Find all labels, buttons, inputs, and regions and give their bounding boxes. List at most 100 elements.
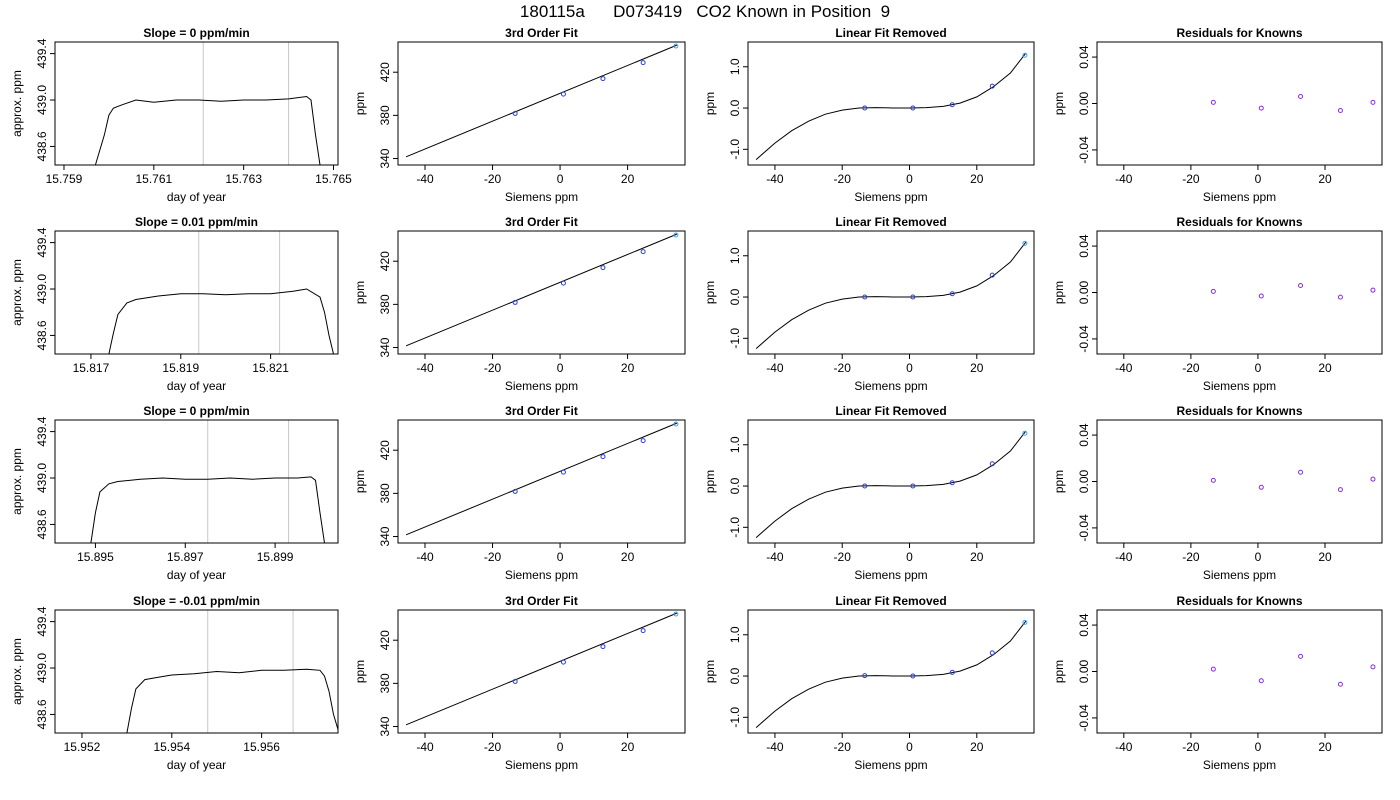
panel-r3c1-ytick-label: 340 — [378, 716, 392, 736]
panel-r2c1-data-point — [673, 421, 679, 427]
panel-r2c2-xlabel: Siemens ppm — [854, 568, 927, 582]
panel-r3c3-frame — [1096, 609, 1383, 734]
panel-r3c1: 3rd Order Fit -40 -20 0 20 340 380 420 Siemens p… — [353, 594, 686, 772]
panel-r3c2: Linear Fit Removed -40 -20 0 20 -1.0 0.0 1.0 Sie… — [703, 594, 1035, 772]
panel-r3c3-ytick-label: 0.04 — [1077, 613, 1091, 637]
figure-supertitle: 180115a D073419 CO2 Known in Position 9 — [520, 2, 890, 21]
panel-r2c3-frame — [1096, 419, 1383, 544]
panel-r3c1-data-point — [512, 678, 518, 684]
panel-r0c2-plot-area — [755, 52, 1028, 160]
panel-r2c1-data-point — [640, 438, 646, 444]
panel-r0c0-plot-area — [94, 42, 321, 165]
panel-r0c2-data-point — [989, 83, 995, 89]
panel-r2c3-ytick-label: 0.00 — [1077, 469, 1091, 493]
panel-r2c0: Slope = 0 ppm/min 15.895 15.897 15.899 438.6… — [10, 404, 339, 582]
panel-r1c2-ylabel: ppm — [703, 281, 717, 304]
panel-r0c3-data-point — [1298, 94, 1304, 100]
panel-r2c1-xtick-label: -20 — [484, 550, 502, 564]
panel-r2c1-xtick-label: 0 — [557, 550, 564, 564]
panel-r3c0-series-line — [126, 668, 338, 733]
panel-r2c1-frame — [397, 419, 686, 544]
panel-r2c2-ytick-label: -1.0 — [728, 517, 742, 538]
panel-r0c2: Linear Fit Removed -40 -20 0 20 -1.0 0.0 1.0 Sie… — [703, 26, 1035, 204]
panel-r0c0-xtick-label: 15.759 — [46, 172, 83, 186]
panel-r3c3-data-point — [1258, 678, 1264, 684]
panel-r2c2-xtick-label: 0 — [906, 550, 913, 564]
panel-r2c1-data-point — [512, 488, 518, 494]
panel-r3c2-xtick-label: -40 — [766, 740, 784, 754]
panel-r1c0-xtick-label: 15.821 — [252, 361, 289, 375]
panel-r1c2-plot-area — [755, 240, 1028, 349]
panel-r3c1-title: 3rd Order Fit — [505, 594, 578, 608]
panel-r1c2-data-point — [910, 294, 916, 300]
panel-r0c0-ytick-label: 439.4 — [35, 38, 49, 68]
panel-r0c1-xtick-label: 0 — [557, 172, 564, 186]
panel-r0c2-fit-curve — [755, 52, 1027, 160]
panel-r1c2-data-point — [862, 294, 868, 300]
panel-r3c2-fit-curve — [755, 620, 1027, 728]
panel-r3c1-data-point — [673, 611, 679, 617]
panel-r0c1-frame — [397, 41, 686, 166]
panel-r0c1-ylabel: ppm — [353, 92, 367, 115]
panel-r3c3-xtick-label: -20 — [1182, 740, 1200, 754]
panel-r0c0-ytick-label: 438.6 — [35, 131, 49, 161]
panel-r0c0-title: Slope = 0 ppm/min — [143, 26, 249, 40]
panel-r1c3-data-point — [1210, 288, 1216, 294]
panel-r0c3-frame — [1096, 41, 1383, 166]
panel-r2c2-xtick-label: -20 — [834, 550, 852, 564]
panel-r2c1-xtick-label: -40 — [416, 550, 434, 564]
panel-r3c1-ylabel: ppm — [353, 660, 367, 683]
panel-r2c3-title: Residuals for Knowns — [1176, 404, 1302, 418]
panel-r3c1-fit-line — [405, 612, 678, 726]
panel-r1c3-plot-area — [1210, 283, 1376, 300]
panel-r3c2-data-point — [1022, 619, 1028, 625]
panel-r3c3-data-point — [1370, 664, 1376, 670]
panel-r3c3-ylabel: ppm — [1052, 660, 1066, 683]
panel-r2c1-ytick-label: 380 — [378, 483, 392, 503]
panel-r2c0-ytick-label: 439.4 — [35, 416, 49, 446]
panel-r1c1-fit-line — [405, 233, 678, 347]
panel-r2c3-plot-area — [1210, 469, 1376, 493]
panel-r3c2-xtick-label: 0 — [906, 740, 913, 754]
panel-r0c1-title: 3rd Order Fit — [505, 26, 578, 40]
panel-r1c3-ylabel: ppm — [1052, 281, 1066, 304]
panel-r2c0-ylabel: approx. ppm — [10, 448, 24, 515]
panel-r2c0-xtick-label: 15.899 — [257, 550, 294, 564]
panel-r1c3-data-point — [1370, 287, 1376, 293]
panel-r1c1: 3rd Order Fit -40 -20 0 20 340 380 420 Siemens p… — [353, 215, 686, 393]
panel-r2c2-data-point — [949, 480, 955, 486]
panel-r1c0-ytick-label: 438.6 — [35, 320, 49, 350]
panel-r2c3-data-point — [1370, 476, 1376, 482]
panel-r3c1-data-point — [600, 644, 606, 650]
panel-r3c1-plot-area — [405, 611, 679, 726]
panel-r2c3-ytick-label: -0.04 — [1077, 514, 1091, 542]
panel-r0c1-data-point — [512, 110, 518, 116]
panel-r0c3-ytick-label: 0.00 — [1077, 91, 1091, 115]
panel-r2c2-data-point — [989, 461, 995, 467]
panel-r3c2-data-point — [989, 650, 995, 656]
panel-r0c3: Residuals for Knowns -40 -20 0 20 -0.04 0.00 0.… — [1052, 26, 1383, 204]
panel-r0c3-data-point — [1258, 105, 1264, 111]
panel-r3c2-data-point — [862, 673, 868, 679]
panel-r3c2-ylabel: ppm — [703, 660, 717, 683]
panel-r0c2-data-point — [949, 102, 955, 108]
panel-r0c2-data-point — [1022, 52, 1028, 58]
panel-r3c3-title: Residuals for Knowns — [1176, 594, 1302, 608]
panel-r0c0-xtick-label: 15.765 — [315, 172, 352, 186]
panel-r1c2-data-point — [949, 291, 955, 297]
panel-r0c2-xtick-label: -20 — [834, 172, 852, 186]
panel-r2c2-xtick-label: -40 — [766, 550, 784, 564]
panel-r1c0-xtick-label: 15.817 — [73, 361, 110, 375]
panel-r3c0-ytick-label: 439.0 — [35, 653, 49, 683]
panel-r1c2-title: Linear Fit Removed — [835, 215, 946, 229]
panel-r1c0-ytick-label: 439.4 — [35, 227, 49, 257]
panel-r1c3-ytick-label: 0.00 — [1077, 280, 1091, 304]
panel-r0c2-frame — [747, 41, 1035, 166]
panel-r1c3-ytick-label: 0.04 — [1077, 234, 1091, 258]
panel-r2c2-fit-curve — [755, 430, 1027, 538]
panel-r1c2-xtick-label: 0 — [906, 361, 913, 375]
panel-r2c3-data-point — [1258, 484, 1264, 490]
panel-r0c2-ytick-label: -1.0 — [728, 139, 742, 160]
panel-r2c3-xtick-label: 0 — [1255, 550, 1262, 564]
